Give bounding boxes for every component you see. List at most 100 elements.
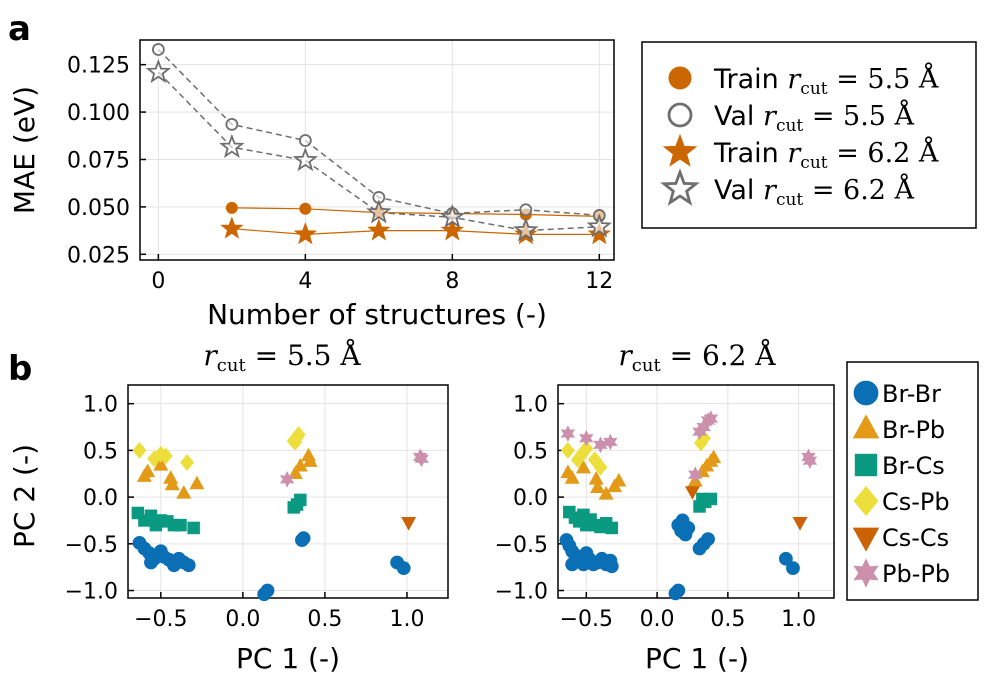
panel-b-2-point: [579, 440, 594, 457]
panel-b-2-point: [703, 453, 719, 467]
panel-b-2-point: [564, 470, 580, 484]
panel-b-1-point: [164, 476, 180, 491]
panel-b-1-point: [401, 517, 417, 531]
scatter-legend-marker-2: [854, 453, 878, 477]
panel-b-1-xtick-label: 0.0: [225, 607, 260, 632]
panel-b-2-point: [590, 479, 606, 494]
legend-entry-var: r: [763, 175, 778, 206]
panel-b-right-title: rcut = 6.2 Å: [618, 339, 776, 376]
panel-b-2-point: [692, 541, 707, 556]
panel-b-2-ytick-label: 0.5: [513, 439, 548, 464]
panel-label-b: b: [8, 349, 32, 389]
panel-a-point: [366, 199, 392, 224]
panel-b-2-series-Br-Pb: [560, 449, 722, 500]
panel-b-1-point: [174, 518, 187, 532]
panel-a-point: [519, 203, 533, 217]
panel-b-1-title-var: r: [203, 339, 218, 372]
legend-marker-2: [662, 133, 698, 167]
panel-b-2-point: [675, 513, 690, 528]
panel-b-2-point: [792, 517, 808, 531]
panel-b-2-xtick-label: 0.5: [710, 607, 745, 632]
legend-entry-sub: cut: [776, 116, 803, 136]
panel-a-point: [439, 203, 466, 229]
panel-b-left-scatter: rcut = 5.5 Å −0.5 0.0 0.5 1.0 −1.0 −0.5 0.0 0.5…: [8, 339, 449, 675]
legend-entry-name: Val: [714, 175, 763, 206]
panel-a-line-chart: 0 4 8 12 0.025 0.050 0.075 0.100 0.125 Number of…: [8, 39, 615, 331]
panel-b-1-series-Pb-Pb: [279, 448, 430, 488]
panel-b-2-series-Cs-Cs: [684, 486, 808, 531]
panel-b-1-point: [279, 470, 295, 488]
legend-entry-var: r: [787, 138, 802, 169]
legend-marker-1: [667, 102, 693, 128]
panel-b-1-point: [396, 561, 411, 576]
panel-b-2-point: [786, 561, 800, 576]
panel-a-xlabel: Number of structures (-): [207, 298, 547, 331]
panel-b-1-ytick-label: −0.5: [65, 533, 118, 558]
panel-b-2-xtick-label: 0.0: [640, 607, 675, 632]
panel-b-1-point: [144, 555, 158, 570]
panel-a-xtick-label: 8: [445, 269, 459, 294]
legend-entry-sub: cut: [776, 190, 803, 210]
panel-b-1-series-Br-Cs: [131, 493, 307, 535]
legend-entry-value: = 5.5 Å: [828, 62, 939, 95]
panel-b-right-scatter: rcut = 6.2 Å −0.5 0.0 0.5 1.0 −1.0 −0.5 0.0 0.5…: [495, 339, 835, 675]
panel-b-1-point: [132, 441, 147, 459]
panel-a-point: [292, 147, 319, 172]
panel-b-1-series-Br-Pb: [136, 447, 318, 499]
panel-b-1-point: [302, 453, 318, 467]
panel-b-1-ytick-label: 0.0: [83, 486, 118, 511]
panel-b-1-series-Br-Br: [132, 531, 411, 602]
scatter-legend-marker-4: [852, 527, 880, 552]
panel-b-1-point: [131, 506, 145, 520]
panel-a-point: [586, 213, 613, 238]
panel-b-1-point: [153, 457, 169, 471]
panel-a-xtick-label: 0: [151, 269, 165, 294]
scatter-legend-marker-0: [853, 380, 879, 406]
panel-b-1-point: [257, 587, 272, 602]
panel-a-point: [298, 134, 312, 147]
legend-entry-sub: cut: [800, 79, 827, 99]
panel-a-point: [440, 218, 464, 241]
panel-b-2-point: [565, 557, 580, 572]
panel-b-1-point: [181, 558, 196, 573]
panel-b-2-point: [778, 551, 793, 566]
panel-a-ytick-label: 0.100: [67, 101, 130, 126]
panel-a-point: [587, 222, 611, 245]
panel-b-2-point: [611, 472, 627, 487]
panel-b-1-series-Cs-Cs: [401, 517, 417, 531]
legend-entry-name: Val: [714, 101, 763, 132]
scatter-legend-label-0: Br-Br: [882, 380, 941, 408]
panel-b-2-title-sub: cut: [632, 355, 662, 376]
panel-b-1-series-Cs-Pb: [132, 426, 306, 471]
panel-b-1-point: [187, 521, 200, 535]
panel-a-ytick-label: 0.125: [67, 54, 130, 79]
legend-entry-sub: cut: [800, 153, 827, 173]
panel-b-1-point: [414, 450, 430, 468]
panel-b-2-series-Cs-Pb: [560, 429, 711, 476]
panel-b-1-point: [140, 463, 156, 478]
panel-a-point: [145, 58, 172, 84]
panel-b-2-point: [604, 559, 619, 574]
legend-marker-0: [668, 66, 692, 90]
panel-b-2-point: [579, 429, 594, 447]
scatter-legend-marker-1: [852, 414, 880, 439]
scatter-legend-label-4: Cs-Cs: [882, 524, 949, 552]
panel-a-point: [299, 202, 312, 215]
panel-b-2-series-Br-Cs: [563, 492, 718, 535]
panel-b-1-point: [189, 475, 205, 490]
panel-label-a: a: [8, 9, 31, 49]
panel-b-left-frame: [127, 384, 449, 599]
panel-b-2-point: [701, 532, 715, 547]
panel-a-series-line: [231, 228, 600, 236]
panel-b-2-point: [688, 466, 703, 484]
panel-a-ylabel: MAE (eV): [8, 86, 41, 214]
panel-a-point: [513, 217, 539, 242]
panel-b-left-ylabel: PC 2 (-): [8, 444, 41, 548]
panel-a-xtick-label: 12: [585, 269, 613, 294]
panel-a-series-2: [220, 216, 611, 245]
panel-b-legend: Br-Br Br-Pb Br-Cs Cs-Pb Cs-Cs Pb-Pb: [846, 361, 979, 601]
panel-b-1-point: [295, 533, 309, 547]
panel-b-1-xtick-label: 0.5: [307, 607, 342, 632]
panel-b-2-point: [575, 459, 591, 474]
